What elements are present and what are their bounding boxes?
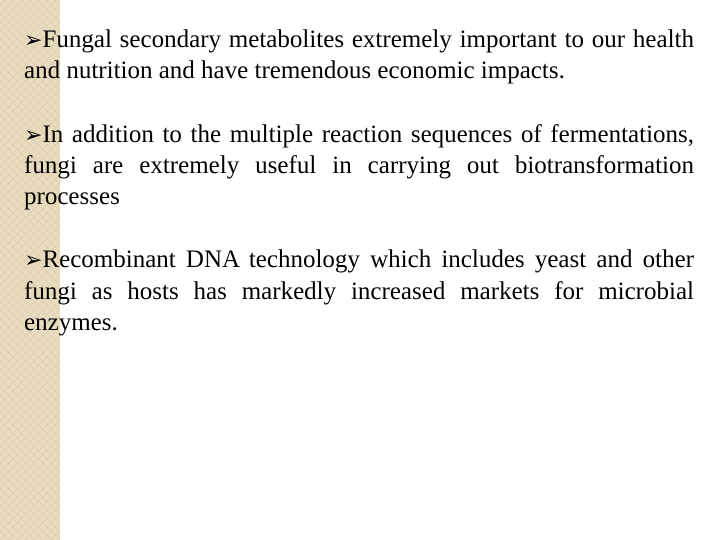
bullet-arrow-icon: ➢ [24,121,42,149]
bullet-item: ➢Recombinant DNA technology which includ… [24,244,694,338]
bullet-text: Fungal secondary metabolites extremely i… [24,26,694,84]
bullet-text: In addition to the multiple reaction seq… [24,121,694,211]
bullet-item: ➢In addition to the multiple reaction se… [24,119,694,213]
bullet-arrow-icon: ➢ [24,26,42,54]
bullet-text: Recombinant DNA technology which include… [24,246,694,336]
slide-content: ➢Fungal secondary metabolites extremely … [24,24,694,370]
bullet-item: ➢Fungal secondary metabolites extremely … [24,24,694,87]
bullet-arrow-icon: ➢ [24,246,42,274]
